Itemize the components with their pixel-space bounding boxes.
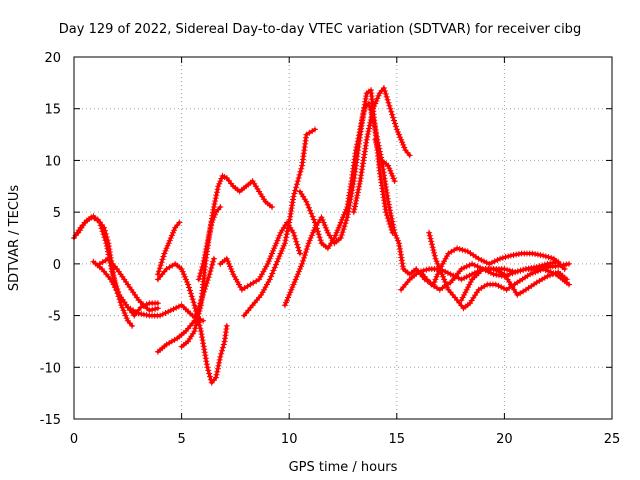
y-tick-label: -5: [48, 310, 61, 325]
series-track-13: [297, 100, 398, 252]
series-line: [242, 127, 317, 318]
axis-ticks: [73, 56, 613, 420]
x-tick-label: 5: [177, 432, 185, 447]
series-markers: [96, 255, 161, 314]
y-axis-title: SDTVAR / TECUs: [7, 185, 22, 292]
tick-labels: 0 5 10 15 20 25 -15 -10 -5 0 5 10 15 20: [40, 51, 621, 447]
series-markers: [419, 258, 562, 293]
series-track-14: [350, 85, 413, 216]
series-markers: [458, 266, 570, 304]
y-tick-label: -15: [40, 413, 61, 428]
series-track-5: [154, 255, 217, 355]
series-track-3: [90, 258, 207, 324]
series-track-6: [154, 219, 183, 278]
y-tick-label: 15: [44, 103, 61, 118]
x-axis-title: GPS time / hours: [289, 460, 398, 475]
plot-frame: [73, 56, 613, 420]
series-markers: [350, 85, 413, 216]
series-markers: [297, 100, 398, 252]
series-track-11: [241, 126, 318, 319]
series-track-4: [96, 255, 161, 314]
x-tick-label: 25: [604, 432, 621, 447]
series-markers: [241, 126, 318, 319]
x-tick-label: 0: [70, 432, 78, 447]
series-markers: [90, 258, 207, 324]
y-tick-label: 0: [53, 258, 61, 273]
x-tick-label: 15: [389, 432, 406, 447]
y-tick-label: 20: [44, 51, 61, 66]
series-layer: [71, 85, 572, 386]
grid-lines: [74, 57, 612, 419]
x-tick-label: 10: [281, 432, 298, 447]
series-track-19: [458, 266, 570, 304]
y-tick-label: 10: [44, 154, 61, 169]
series-markers: [195, 204, 224, 283]
series-track-7: [154, 260, 230, 386]
series-markers: [154, 219, 183, 278]
series-track-9: [195, 204, 224, 283]
chart-title: Day 129 of 2022, Sidereal Day-to-day VTE…: [59, 22, 581, 37]
series-markers: [217, 219, 303, 293]
y-tick-label: -10: [40, 361, 61, 376]
series-markers: [154, 260, 230, 386]
series-track-12: [281, 87, 396, 309]
y-tick-label: 5: [53, 206, 61, 221]
series-track-10: [217, 219, 303, 293]
x-tick-label: 20: [496, 432, 513, 447]
